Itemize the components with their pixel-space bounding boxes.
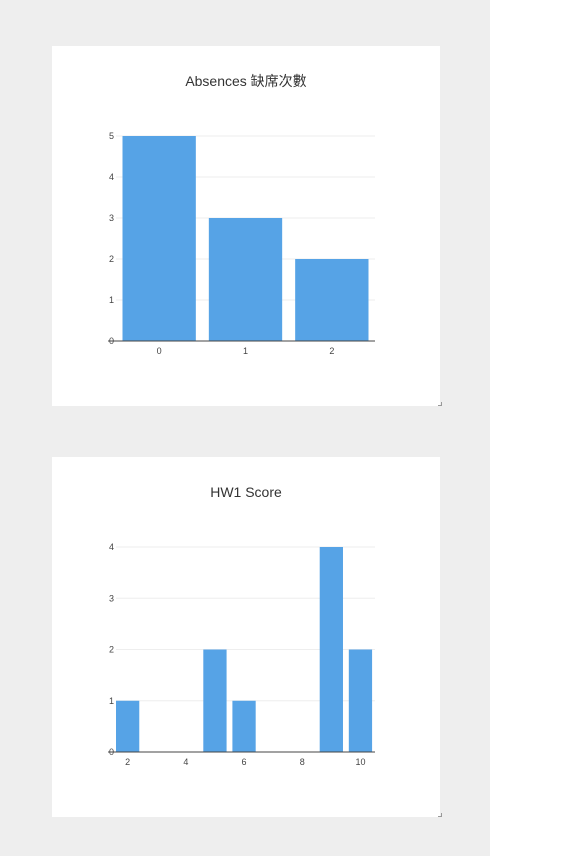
y-tick-label: 1 <box>109 696 114 706</box>
y-tick-label: 2 <box>109 645 114 655</box>
y-tick-label: 4 <box>109 172 114 182</box>
bar-score-5 <box>203 649 227 752</box>
x-tick-label: 2 <box>125 757 130 767</box>
x-tick-label: 6 <box>242 757 247 767</box>
y-tick-label: 3 <box>109 213 114 223</box>
y-tick-label: 4 <box>109 542 114 552</box>
y-tick-label: 1 <box>109 295 114 305</box>
x-tick-label: 4 <box>183 757 188 767</box>
hw1-score-chart-card: HW1 Score 0 1 2 3 4 2 4 6 8 10 <box>52 457 442 817</box>
chart-title: HW1 Score <box>210 484 282 500</box>
bar-2 <box>295 259 369 341</box>
absences-chart-card: Absences 缺席次數 0 1 2 3 4 5 0 1 2 <box>52 46 442 406</box>
x-tick-label: 2 <box>329 346 334 356</box>
y-tick-label: 5 <box>109 131 114 141</box>
x-tick-label: 8 <box>300 757 305 767</box>
bar-score-6 <box>232 700 256 752</box>
chart-title: Absences 缺席次數 <box>185 73 306 89</box>
x-tick-label: 10 <box>355 757 365 767</box>
x-tick-label: 1 <box>243 346 248 356</box>
bar-score-10 <box>348 649 373 752</box>
content-panel: Absences 缺席次數 0 1 2 3 4 5 0 1 2 HW1 Score 0 1 2 3 4 2 4 6… <box>0 0 490 856</box>
y-tick-label: 2 <box>109 254 114 264</box>
x-tick-label: 0 <box>157 346 162 356</box>
resize-handle-icon[interactable] <box>438 402 442 406</box>
bar-0 <box>122 136 196 341</box>
resize-handle-icon[interactable] <box>438 813 442 817</box>
bar-1 <box>208 218 283 341</box>
y-tick-label: 3 <box>109 593 114 603</box>
bar-score-2 <box>116 700 140 752</box>
bar-score-9 <box>319 547 343 752</box>
